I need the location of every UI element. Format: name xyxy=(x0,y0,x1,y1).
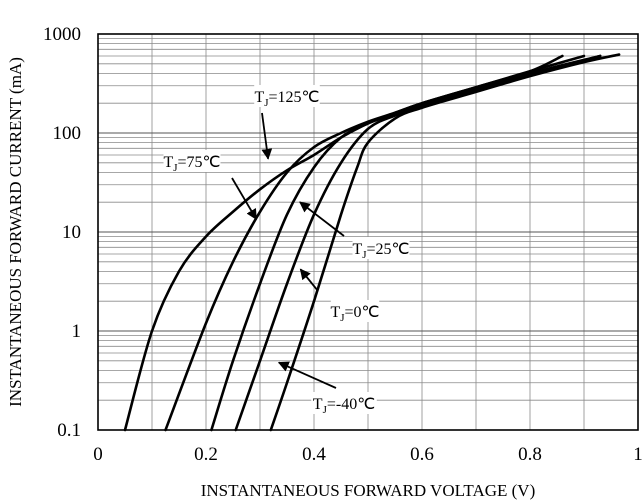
tick-labels: 0 0.2 0.4 0.6 0.8 1 0.1 1 10 100 1000 xyxy=(43,24,643,465)
annotation-arrow-2 xyxy=(299,201,345,237)
annotations: TJ=125℃ TJ=75℃ TJ=25℃ TJ=0℃ TJ=-40℃ xyxy=(163,85,410,416)
annotation-background-4 xyxy=(311,392,377,414)
plot-frame xyxy=(97,33,639,431)
annotation-arrow-3 xyxy=(299,268,319,292)
x-axis-title: INSTANTANEOUS FORWARD VOLTAGE (V) xyxy=(201,481,536,500)
grid xyxy=(98,34,638,430)
series-label-2: TJ=25℃ xyxy=(352,241,409,261)
y-tick-label: 100 xyxy=(53,123,82,144)
series-label-3: TJ=0℃ xyxy=(330,304,379,324)
annotation-background-1 xyxy=(163,150,221,172)
annotation-background-3 xyxy=(330,300,380,322)
series-label-0: TJ=125℃ xyxy=(254,89,319,109)
annotation-arrow-1 xyxy=(231,177,257,221)
x-tick-label: 0.8 xyxy=(518,444,542,465)
annotation-background-2 xyxy=(352,237,410,259)
x-tick-label: 1 xyxy=(633,444,643,465)
series-curves xyxy=(123,53,621,432)
annotation-arrow-4 xyxy=(277,361,337,389)
series-line-4 xyxy=(269,53,621,432)
x-tick-label: 0 xyxy=(93,444,103,465)
y-tick-label: 10 xyxy=(62,222,81,243)
annotation-background-0 xyxy=(254,85,320,107)
y-tick-label: 1000 xyxy=(43,24,81,45)
series-line-1 xyxy=(164,54,586,432)
series-line-0 xyxy=(123,54,564,432)
x-tick-label: 0.6 xyxy=(410,444,434,465)
series-label-4: TJ=-40℃ xyxy=(313,396,375,416)
series-line-3 xyxy=(234,54,602,432)
series-label-1: TJ=75℃ xyxy=(163,154,220,174)
y-tick-label: 0.1 xyxy=(57,420,81,441)
annotation-arrow-0 xyxy=(261,112,273,160)
y-tick-label: 1 xyxy=(72,321,82,342)
x-tick-label: 0.4 xyxy=(302,444,326,465)
y-axis-title: INSTANTANEOUS FORWARD CURRENT (mA) xyxy=(6,57,25,407)
x-tick-label: 0.2 xyxy=(194,444,218,465)
